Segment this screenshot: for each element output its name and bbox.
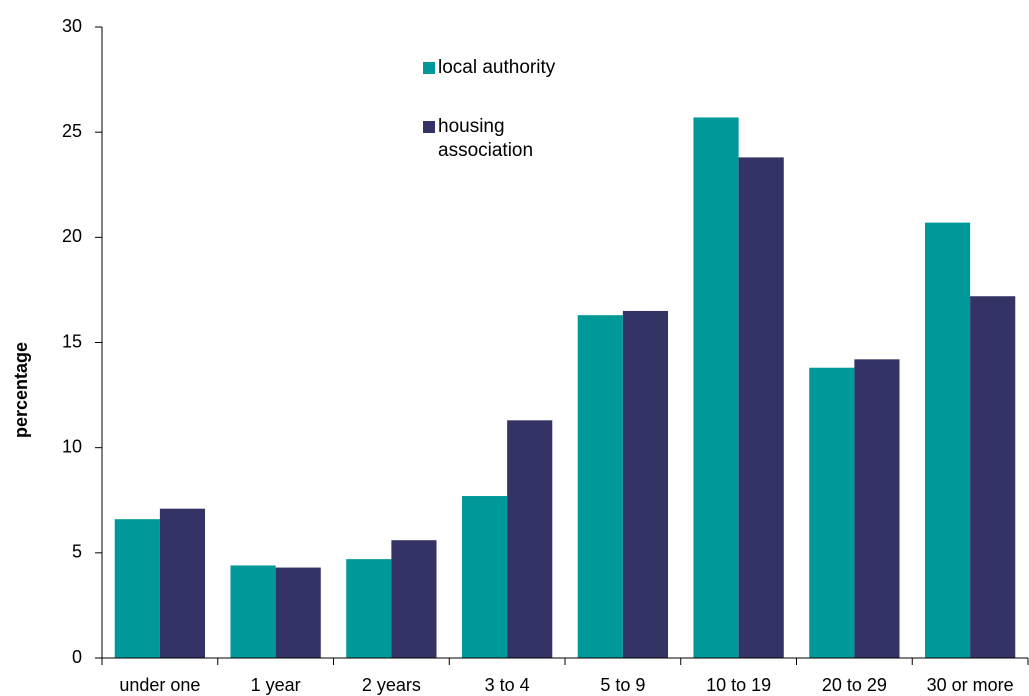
bar — [577, 315, 623, 658]
bar — [461, 496, 508, 658]
x-tick-label: 20 to 29 — [822, 675, 887, 695]
bar — [230, 565, 276, 658]
bar — [114, 519, 160, 658]
y-tick-label: 15 — [62, 331, 82, 351]
x-tick-label: 3 to 4 — [485, 675, 530, 695]
y-axis-label: percentage — [11, 342, 31, 438]
bar — [507, 420, 553, 658]
x-tick-label: 10 to 19 — [706, 675, 771, 695]
bar — [622, 310, 669, 658]
legend-swatch — [423, 121, 435, 133]
y-tick-label: 5 — [72, 542, 82, 562]
y-tick-label: 10 — [62, 436, 82, 456]
bar — [924, 222, 971, 659]
bar — [970, 296, 1016, 658]
x-tick-label: under one — [119, 675, 200, 695]
bar — [738, 157, 784, 658]
bar — [693, 117, 739, 658]
bar — [159, 508, 206, 658]
legend-label: housing association — [438, 116, 534, 161]
y-tick-label: 0 — [72, 647, 82, 667]
legend-swatch — [423, 62, 435, 74]
bar — [809, 367, 855, 658]
bar — [346, 559, 392, 658]
y-tick-label: 20 — [62, 226, 82, 246]
x-tick-label: 1 year — [251, 675, 301, 695]
y-tick-label: 25 — [62, 121, 82, 141]
bar — [275, 567, 321, 658]
legend-label: local authority — [438, 57, 556, 78]
x-tick-label: 2 years — [362, 675, 421, 695]
y-tick-label: 30 — [62, 16, 82, 36]
x-tick-label: 5 to 9 — [600, 675, 645, 695]
bar — [854, 359, 900, 658]
x-tick-label: 30 or more — [927, 675, 1014, 695]
bar — [391, 540, 437, 658]
